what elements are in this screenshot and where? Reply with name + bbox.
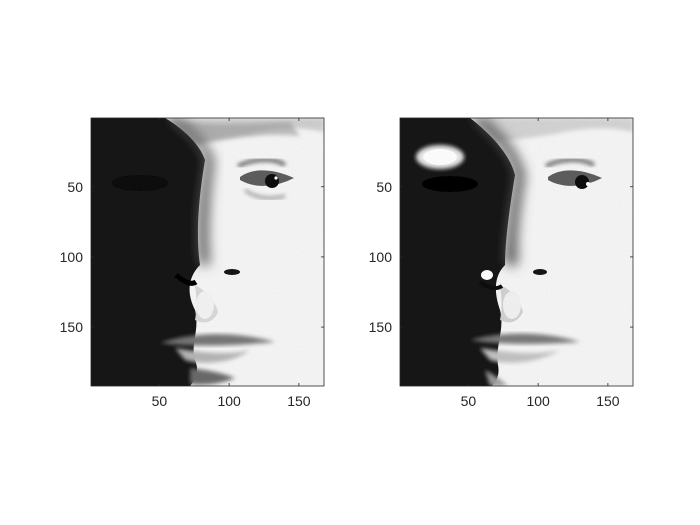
- y-tick-label: 50: [67, 179, 83, 195]
- face-image-right: [400, 118, 633, 386]
- y-tick-label: 100: [60, 249, 84, 265]
- subplot-right: 50 100 150 50 100 150: [369, 117, 634, 409]
- y-tick-label: 150: [60, 319, 84, 335]
- x-tick-label: 50: [152, 393, 168, 409]
- axes-frame-right: [399, 117, 634, 387]
- x-tick-label: 100: [217, 393, 241, 409]
- y-tick-label: 100: [369, 249, 393, 265]
- x-tick-label: 50: [461, 393, 477, 409]
- x-tick-label: 100: [526, 393, 550, 409]
- x-tick-label: 150: [596, 393, 620, 409]
- ticks-left: 50 100 150 50 100 150: [60, 118, 324, 409]
- y-tick-label: 150: [369, 319, 393, 335]
- x-tick-label: 150: [287, 393, 311, 409]
- y-tick-label: 50: [376, 179, 392, 195]
- face-image-left: [91, 118, 324, 386]
- subplot-left: 50 100 150 50 100 150: [60, 117, 325, 409]
- axes-frame-left: [90, 117, 325, 387]
- ticks-right: 50 100 150 50 100 150: [369, 118, 633, 409]
